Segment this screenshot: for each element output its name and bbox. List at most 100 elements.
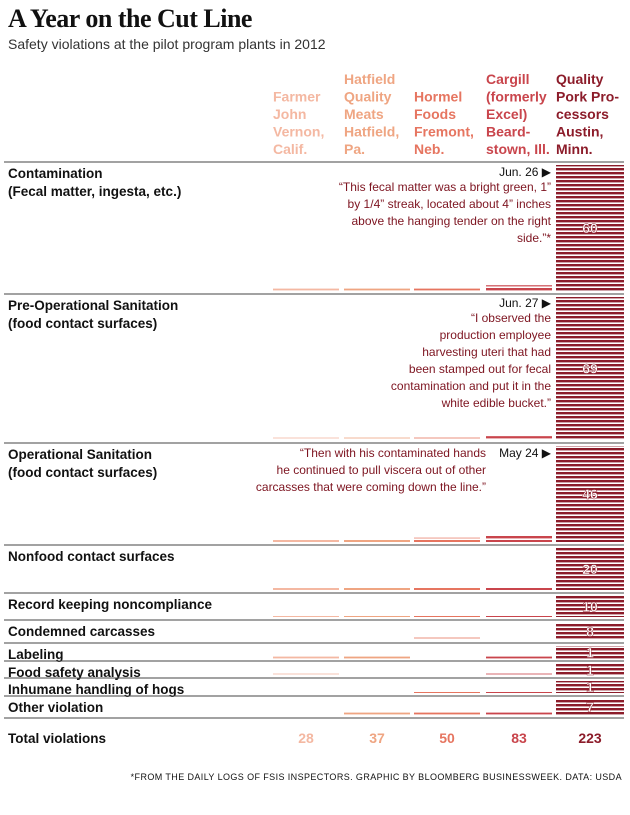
bar xyxy=(344,656,410,659)
category-label: Operational Sanitation xyxy=(8,447,152,462)
bar-value-label: 20 xyxy=(582,561,598,577)
total-value: 37 xyxy=(369,730,385,746)
bar xyxy=(344,587,410,590)
annotation-quote: he continued to pull viscera out of othe… xyxy=(277,463,486,477)
chart-title: A Year on the Cut Line xyxy=(8,4,252,33)
category-label: (food contact surfaces) xyxy=(8,316,157,331)
bar xyxy=(273,539,339,542)
bar-value-label: 1 xyxy=(586,662,594,678)
bar xyxy=(486,673,552,676)
bar xyxy=(344,614,410,617)
bar xyxy=(414,437,480,440)
category-label: Condemned carcasses xyxy=(8,624,155,639)
bar xyxy=(486,656,552,659)
annotation-quote: carcasses that were coming down the line… xyxy=(256,480,486,494)
plant-header-label: Quality xyxy=(556,71,604,87)
category-label: (Fecal matter, ingesta, etc.) xyxy=(8,184,181,199)
plant-header-label: Fremont, xyxy=(414,124,474,140)
bar-value-label: 7 xyxy=(586,699,594,715)
annotation-quote: contamination and put it in the xyxy=(391,379,551,393)
annotation-quote: above the hanging tender on the right xyxy=(352,214,552,228)
total-value: 223 xyxy=(578,730,602,746)
category-label: Labeling xyxy=(8,647,64,662)
bar xyxy=(414,690,480,693)
plant-header-label: Calif. xyxy=(273,141,307,157)
bar xyxy=(486,614,552,617)
annotation-date: May 24 ▶ xyxy=(499,446,552,460)
bar xyxy=(556,699,624,715)
plant-header-label: Pa. xyxy=(344,141,365,157)
annotation-quote: by 1/4” streak, located about 4” inches xyxy=(348,197,551,211)
plant-header-label: John xyxy=(273,106,306,122)
bar xyxy=(414,288,480,291)
annotation-quote: “Then with his contaminated hands xyxy=(300,446,486,460)
plant-header-label: Hatfield xyxy=(344,71,395,87)
category-label: Record keeping noncompliance xyxy=(8,597,213,612)
bar xyxy=(344,712,410,715)
bar xyxy=(414,614,480,617)
bar-value-label: 46 xyxy=(582,486,598,502)
bar-value-label: 60 xyxy=(582,220,598,236)
plant-header-label: Minn. xyxy=(556,141,593,157)
annotation-quote: “I observed the xyxy=(471,311,551,325)
annotation-quote: white edible bucket.” xyxy=(441,396,551,410)
annotation-quote: harvesting uteri that had xyxy=(422,345,551,359)
plant-header-label: Pork Pro- xyxy=(556,89,619,105)
bar-value-label: 1 xyxy=(586,679,594,695)
bar xyxy=(344,437,410,440)
category-label: Food safety analysis xyxy=(8,665,141,680)
bar xyxy=(486,436,552,440)
bar xyxy=(414,712,480,715)
bar xyxy=(486,690,552,693)
total-value: 83 xyxy=(511,730,527,746)
bar xyxy=(486,712,552,715)
bar xyxy=(556,646,624,659)
bar xyxy=(556,681,624,693)
bar xyxy=(556,297,624,440)
plant-header-label: Cargill xyxy=(486,71,530,87)
bar xyxy=(414,537,480,542)
bar xyxy=(273,587,339,590)
plant-header-label: Vernon, xyxy=(273,124,324,140)
annotation-date: Jun. 27 ▶ xyxy=(499,296,552,310)
plant-header-label: stown, Ill. xyxy=(486,141,550,157)
plant-header-label: Quality xyxy=(344,89,392,105)
bar xyxy=(273,437,339,440)
bar xyxy=(414,587,480,590)
plant-header-label: (formerly xyxy=(486,89,547,105)
bar xyxy=(486,535,552,542)
category-label: Other violation xyxy=(8,700,103,715)
bar xyxy=(414,637,480,640)
totals-label: Total violations xyxy=(8,731,106,746)
plant-header-label: Meats xyxy=(344,106,384,122)
bar xyxy=(273,288,339,291)
bar xyxy=(486,285,552,291)
bar xyxy=(556,623,624,640)
bar xyxy=(273,673,339,676)
plant-header-label: Excel) xyxy=(486,106,527,122)
plant-header-label: Neb. xyxy=(414,141,444,157)
annotation-date: Jun. 26 ▶ xyxy=(499,165,552,179)
bar-value-label: 10 xyxy=(582,599,598,615)
category-label: Inhumane handling of hogs xyxy=(8,682,184,697)
annotation-quote: side.”* xyxy=(517,231,551,245)
bar xyxy=(556,165,624,291)
bar xyxy=(556,548,624,590)
bar xyxy=(344,539,410,542)
bar xyxy=(273,614,339,617)
plant-header-label: Foods xyxy=(414,106,456,122)
category-label: (food contact surfaces) xyxy=(8,465,157,480)
bar-value-label: 8 xyxy=(586,624,594,640)
bar xyxy=(273,656,339,659)
category-label: Pre-Operational Sanitation xyxy=(8,298,178,313)
annotation-quote: production employee xyxy=(440,328,552,342)
bar xyxy=(556,664,624,676)
plant-header-label: Farmer xyxy=(273,89,321,105)
plant-header-label: Hatfield, xyxy=(344,124,399,140)
bar xyxy=(556,446,624,542)
footnote: *FROM THE DAILY LOGS OF FSIS INSPECTORS.… xyxy=(130,772,622,782)
plant-header-label: cessors xyxy=(556,106,609,122)
annotation-quote: been stamped out for fecal xyxy=(409,362,551,376)
annotation-quote: “This fecal matter was a bright green, 1… xyxy=(339,180,551,194)
